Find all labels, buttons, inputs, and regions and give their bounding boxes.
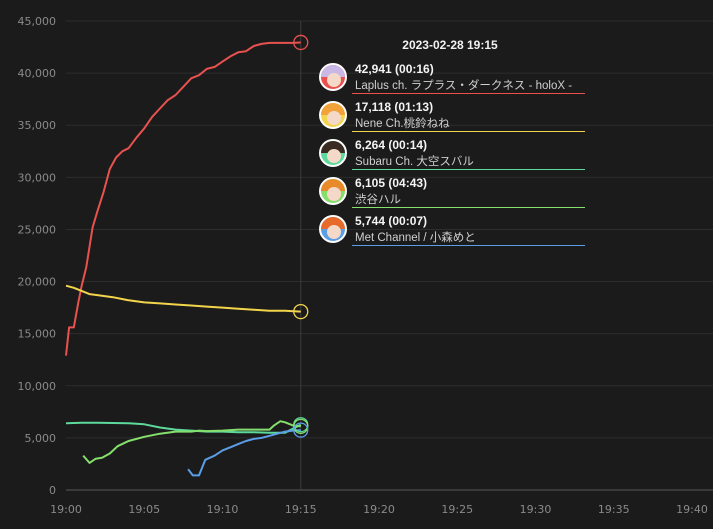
x-tick-label: 19:00 <box>50 503 82 516</box>
tooltip-channel-name: Subaru Ch. 大空スバル <box>355 156 474 168</box>
y-tick-label: 35,000 <box>18 119 57 132</box>
tooltip-value: 42,941 (00:16) <box>355 62 434 76</box>
x-tick-label: 19:20 <box>363 503 395 516</box>
hover-point-marker <box>293 303 309 320</box>
tooltip-row-laplus: 42,941 (00:16) Laplus ch. ラプラス・ダークネス - h… <box>316 60 586 98</box>
series-line <box>65 284 301 313</box>
tooltip-row-subaru: 6,264 (00:14) Subaru Ch. 大空スバル <box>316 136 586 174</box>
hover-point-marker <box>293 418 309 435</box>
x-tick-label: 19:05 <box>128 503 160 516</box>
y-tick-label: 40,000 <box>18 67 57 80</box>
x-tick-label: 19:15 <box>285 503 317 516</box>
hover-point-marker <box>293 34 309 51</box>
y-tick-label: 5,000 <box>25 432 57 445</box>
tooltip-row-nene: 17,118 (01:13) Nene Ch.桃鈴ねね <box>316 98 586 136</box>
tooltip-row-met: 5,744 (00:07) Met Channel / 小森めと <box>316 212 586 250</box>
y-tick-label: 0 <box>49 484 56 497</box>
x-tick-label: 19:40 <box>676 503 708 516</box>
x-tick-label: 19:10 <box>207 503 239 516</box>
y-tick-label: 30,000 <box>18 171 57 184</box>
series-line <box>65 41 301 356</box>
hover-point-marker <box>293 422 309 438</box>
tooltip-channel-name: 渋谷ハル <box>355 194 401 206</box>
tooltip-row-underline <box>352 131 585 132</box>
avatar <box>319 177 347 205</box>
tooltip-value: 6,264 (00:14) <box>355 138 428 152</box>
tooltip-timestamp: 2023-02-28 19:15 <box>402 38 498 52</box>
tooltip-channel-name: Laplus ch. ラプラス・ダークネス - holoX - <box>355 80 573 92</box>
x-tick-label: 19:35 <box>598 503 630 516</box>
x-tick-label: 19:25 <box>441 503 473 516</box>
tooltip-row-underline <box>352 169 585 170</box>
avatar <box>319 101 347 129</box>
y-tick-label: 20,000 <box>18 276 57 289</box>
tooltip-value: 6,105 (04:43) <box>355 176 428 190</box>
series-line <box>82 420 301 464</box>
avatar <box>319 139 347 167</box>
x-tick-label: 19:30 <box>520 503 552 516</box>
tooltip-row-underline <box>352 93 585 94</box>
y-tick-label: 25,000 <box>18 223 57 236</box>
tooltip-row-underline <box>352 207 585 208</box>
tooltip-value: 5,744 (00:07) <box>355 214 428 228</box>
avatar <box>319 63 347 91</box>
tooltip-channel-name: Nene Ch.桃鈴ねね <box>355 118 450 130</box>
chart-tooltip: 2023-02-28 19:15 42,941 (00:16) Laplus c… <box>316 38 586 250</box>
series-line <box>187 429 301 477</box>
tooltip-row-haru: 6,105 (04:43) 渋谷ハル <box>316 174 586 212</box>
tooltip-channel-name: Met Channel / 小森めと <box>355 232 476 244</box>
y-tick-label: 10,000 <box>18 380 57 393</box>
avatar <box>319 215 347 243</box>
y-tick-label: 15,000 <box>18 328 57 341</box>
tooltip-row-underline <box>352 245 585 246</box>
y-tick-label: 45,000 <box>18 15 57 28</box>
series-line <box>65 421 302 434</box>
tooltip-value: 17,118 (01:13) <box>355 100 434 114</box>
